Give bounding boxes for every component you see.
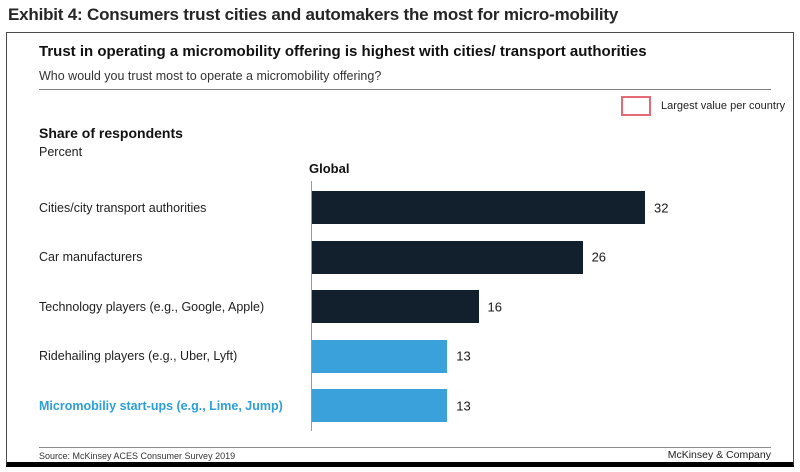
survey-question: Who would you trust most to operate a mi… [39, 69, 382, 83]
bar-row: Car manufacturers 26 [7, 233, 795, 283]
bar-row: Technology players (e.g., Google, Apple)… [7, 282, 795, 332]
bar [312, 389, 448, 422]
footer-divider [39, 447, 771, 448]
value-label: 16 [487, 299, 502, 315]
metric-unit: Percent [39, 145, 83, 159]
bar [312, 339, 448, 373]
bar [312, 191, 645, 224]
category-label: Ridehailing players (e.g., Uber, Lyft) [39, 349, 238, 364]
bar-row: Ridehailing players (e.g., Uber, Lyft) 1… [7, 332, 795, 382]
value-label: 13 [456, 398, 471, 414]
bar-row: Cities/city transport authorities 32 [7, 183, 795, 233]
legend-swatch-icon [621, 96, 651, 116]
value-label: 13 [456, 348, 471, 364]
legend-label: Largest value per country [661, 100, 786, 112]
category-label: Cities/city transport authorities [39, 200, 207, 215]
bar [312, 240, 583, 274]
bar-row: Micromobiliy start-ups (e.g., Lime, Jump… [7, 381, 795, 431]
panel-title: Trust in operating a micromobility offer… [39, 43, 647, 60]
column-header-global: Global [309, 161, 350, 176]
value-label: 32 [654, 200, 669, 216]
source-note: Source: McKinsey ACES Consumer Survey 20… [39, 451, 236, 461]
header-divider [39, 89, 771, 90]
axis-line [311, 181, 312, 431]
category-label: Micromobiliy start-ups (e.g., Lime, Jump… [39, 398, 283, 413]
value-label: 26 [591, 249, 607, 265]
exhibit-title: Exhibit 4: Consumers trust cities and au… [8, 5, 619, 24]
exhibit-panel: Trust in operating a micromobility offer… [6, 32, 794, 467]
metric-title: Share of respondents [39, 125, 183, 141]
brand-wordmark: McKinsey & Company [667, 449, 771, 461]
category-label: Car manufacturers [39, 250, 143, 265]
chart-rows: Cities/city transport authorities 32 Car… [7, 183, 795, 431]
category-label: Technology players (e.g., Google, Apple) [39, 299, 265, 314]
bar [312, 290, 479, 323]
